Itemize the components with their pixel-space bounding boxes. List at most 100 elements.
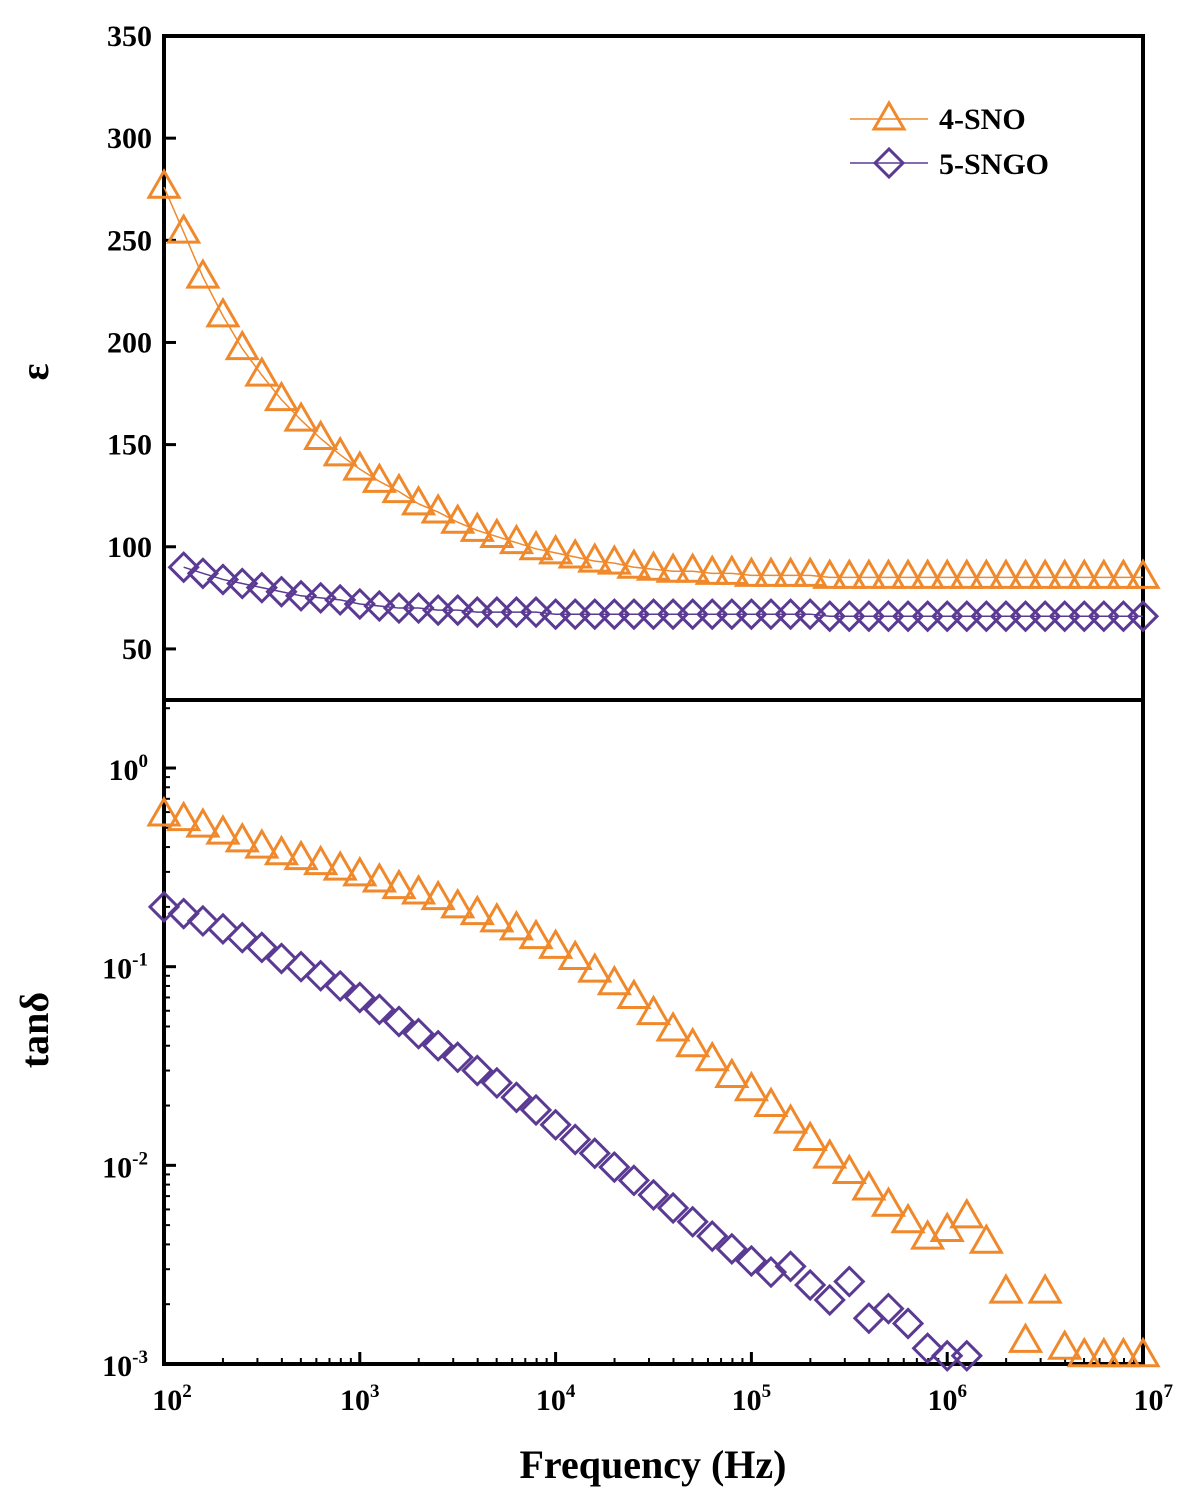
- x-tick-label: 107: [1134, 1381, 1174, 1417]
- bottom-data-point: [596, 964, 632, 996]
- bottom-data-point: [891, 1307, 925, 1340]
- top-data-point: [400, 484, 437, 516]
- top-data-point: [265, 575, 298, 608]
- top-data-point: [557, 537, 593, 569]
- top-data-point: [616, 548, 652, 579]
- bottom-data-point: [1007, 1322, 1044, 1353]
- top-data-point: [831, 558, 867, 589]
- bottom-data-point: [851, 1170, 887, 1201]
- bottom-data-point: [519, 1093, 553, 1127]
- top-data-point: [1047, 558, 1083, 589]
- top-data-point: [851, 558, 887, 589]
- bottom-data-point: [245, 931, 278, 964]
- bottom-data-point: [813, 1283, 846, 1317]
- top-data-point: [1066, 558, 1102, 589]
- top-y-tick-label: 300: [107, 122, 152, 155]
- top-data-point: [304, 581, 337, 614]
- top-data-point: [1125, 558, 1161, 589]
- bottom-data-point: [382, 1005, 416, 1038]
- bottom-data-point: [812, 1138, 848, 1169]
- top-data-point: [245, 571, 278, 604]
- bottom-data-point: [598, 1150, 631, 1184]
- top-data-point: [794, 598, 827, 631]
- bottom-data-point: [675, 1026, 711, 1058]
- top-data-point: [675, 552, 711, 583]
- top-y-ticks: 50 100 150 200 250 300 350: [107, 20, 176, 666]
- bottom-data-point: [557, 939, 593, 970]
- bottom-data-point: [833, 1265, 866, 1298]
- bottom-data-point: [500, 1081, 533, 1114]
- bottom-data-point: [498, 909, 535, 941]
- bottom-data-point: [244, 828, 280, 859]
- top-data-point: [498, 523, 535, 555]
- x-tick-label: 103: [340, 1381, 380, 1417]
- top-data-point: [812, 558, 848, 589]
- bottom-data-point: [518, 918, 554, 950]
- bottom-data-point: [872, 1292, 905, 1325]
- bottom-data-point: [831, 1153, 867, 1185]
- bottom-data-point: [1066, 1336, 1102, 1368]
- x-tick-label: 104: [536, 1381, 576, 1417]
- x-tick-label: 105: [732, 1381, 772, 1417]
- bottom-data-point: [284, 950, 318, 983]
- x-axis-title: Frequency (Hz): [520, 1442, 787, 1487]
- bottom-data-point: [342, 855, 378, 887]
- bottom-data-point: [480, 1066, 513, 1100]
- bottom-data-point: [735, 1244, 768, 1278]
- top-data-point: [363, 589, 396, 623]
- legend: 4-SNO 5-SNGO: [850, 99, 1049, 181]
- bottom-axes-ticks: 10-3 10-2 10-1 100 102 103 104 105 106 107: [102, 707, 1174, 1417]
- top-data-point: [655, 552, 691, 583]
- top-data-point: [361, 462, 397, 493]
- top-data-point: [166, 213, 202, 244]
- top-data-point: [910, 558, 946, 589]
- bottom-data-point: [538, 928, 574, 959]
- bottom-data-point: [753, 1086, 789, 1118]
- bottom-data-point: [361, 861, 397, 893]
- bottom-data-point: [147, 890, 181, 924]
- bottom-data-point: [283, 839, 319, 871]
- bottom-data-point: [910, 1219, 946, 1250]
- bottom-data-point: [714, 1057, 750, 1089]
- top-data-point: [206, 563, 240, 596]
- top-data-point: [322, 435, 358, 467]
- top-y-tick-label: 150: [107, 429, 152, 462]
- bottom-data-point: [441, 1041, 474, 1074]
- top-data-point: [753, 556, 789, 587]
- legend-label-5-sngo: 5-SNGO: [939, 148, 1049, 181]
- bottom-data-point: [265, 942, 298, 975]
- top-series-group: [146, 168, 1161, 633]
- top-data-point: [870, 558, 907, 589]
- x-tick-label: 102: [152, 1381, 192, 1417]
- bottom-data-point: [1027, 1273, 1063, 1304]
- top-data-point: [968, 558, 1004, 589]
- top-data-point: [381, 472, 417, 504]
- top-data-point: [519, 596, 553, 629]
- bottom-data-point: [420, 879, 456, 911]
- bottom-data-point: [363, 993, 396, 1026]
- bottom-data-point: [890, 1202, 926, 1234]
- bottom-data-point: [694, 1040, 730, 1072]
- top-data-point: [1086, 558, 1122, 589]
- top-data-point: [1105, 558, 1142, 589]
- bottom-data-point: [616, 978, 652, 1009]
- bottom-data-point: [381, 868, 417, 900]
- x-tick-label: 106: [927, 1381, 967, 1417]
- top-data-point: [635, 550, 672, 581]
- top-data-point: [694, 554, 730, 585]
- bottom-data-point: [774, 1250, 807, 1283]
- bottom-data-point: [968, 1223, 1004, 1254]
- top-data-point: [167, 551, 200, 584]
- top-data-point: [792, 556, 828, 587]
- top-data-point: [342, 450, 378, 481]
- bottom-data-point: [911, 1332, 944, 1365]
- bottom-data-point: [1105, 1336, 1142, 1368]
- top-data-point: [283, 401, 319, 432]
- legend-label-4-sno: 4-SNO: [939, 103, 1026, 136]
- bottom-data-point: [635, 994, 672, 1026]
- bottom-data-point: [733, 1070, 769, 1102]
- bottom-data-point: [870, 1186, 907, 1217]
- bottom-data-point: [696, 1220, 729, 1253]
- top-data-point: [459, 511, 495, 542]
- bottom-data-point: [400, 873, 437, 905]
